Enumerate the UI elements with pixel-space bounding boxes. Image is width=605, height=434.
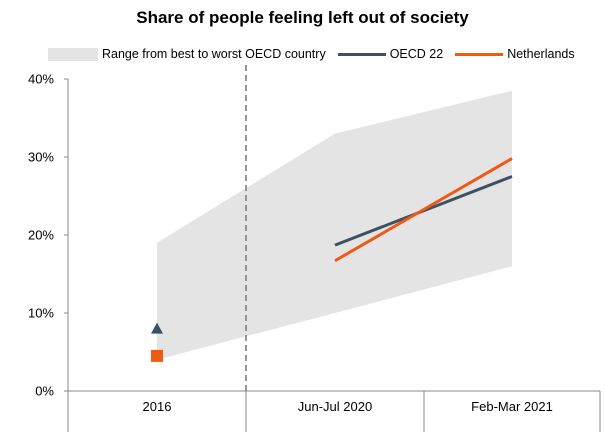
marker-netherlands-2016 <box>151 349 163 362</box>
chart-title: Share of people feeling left out of soci… <box>136 8 469 27</box>
legend-item-netherlands: Netherlands <box>455 47 575 61</box>
x-tick-label: 2016 <box>143 399 172 414</box>
legend-item-oecd: OECD 22 <box>337 47 444 61</box>
x-tick-label: Feb-Mar 2021 <box>471 399 553 414</box>
legend: Range from best to worst OECD country OE… <box>48 46 587 62</box>
series-line-netherlands <box>334 157 513 263</box>
range-band <box>157 90 512 360</box>
legend-label-netherlands: Netherlands <box>507 47 575 61</box>
x-tick-label: Jun-Jul 2020 <box>298 399 372 414</box>
marker-oecd-2016 <box>151 322 163 334</box>
y-tick-label: 0% <box>35 384 54 399</box>
y-tick-label: 10% <box>28 306 54 321</box>
legend-swatch-oecd <box>337 52 386 56</box>
y-tick-label: 20% <box>28 228 54 243</box>
y-tick-label: 30% <box>28 150 54 165</box>
legend-item-band: Range from best to worst OECD country <box>48 47 326 61</box>
y-tick-label: 40% <box>28 72 54 87</box>
legend-swatch-band <box>48 47 98 61</box>
legend-swatch-netherlands <box>455 52 504 56</box>
legend-label-band: Range from best to worst OECD country <box>102 47 326 61</box>
legend-label-oecd: OECD 22 <box>389 47 444 61</box>
